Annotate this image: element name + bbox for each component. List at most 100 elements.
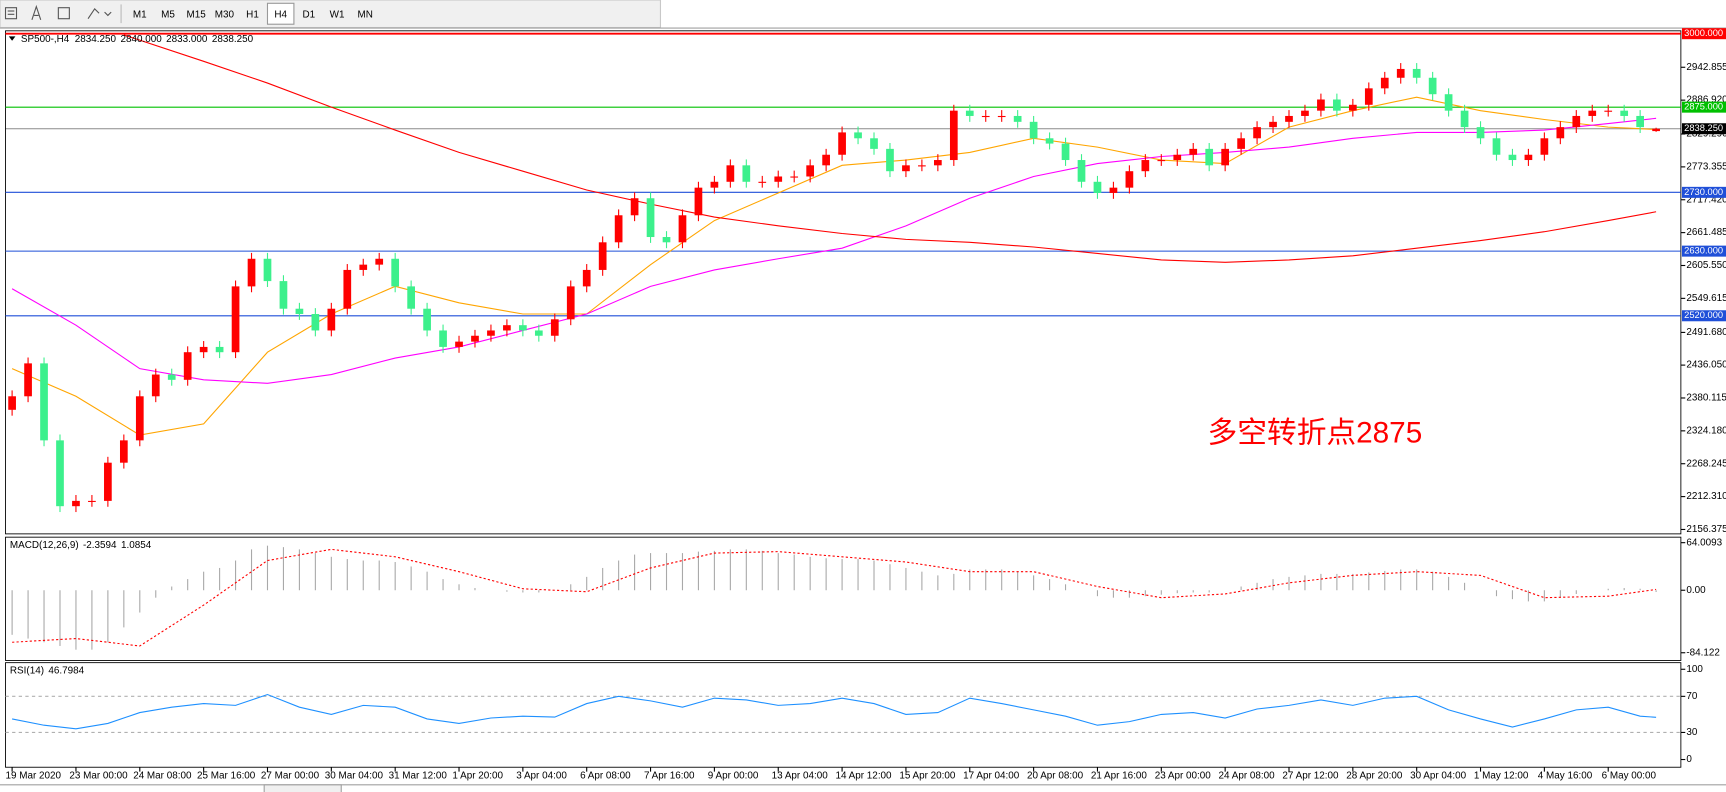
open-value: 2834.250	[75, 34, 117, 45]
level-label: 2730.000	[1684, 187, 1723, 197]
level-label-box	[1681, 310, 1726, 322]
y-tick-label: 2605.550	[1686, 260, 1726, 271]
y-tick-label: 2324.180	[1686, 425, 1726, 436]
timeframe-button[interactable]: D1	[303, 9, 316, 20]
candle-body	[630, 198, 639, 216]
y-tick-label: 2886.920	[1686, 95, 1726, 106]
icon-shapes[interactable]	[87, 7, 112, 20]
candle-body	[1061, 143, 1070, 161]
candle-body	[1492, 138, 1501, 155]
y-tick-label: 64.0093	[1686, 537, 1722, 548]
y-tick-label: 2156.375	[1686, 524, 1726, 535]
timeframe-button[interactable]: H1	[246, 9, 259, 20]
candle-body	[1045, 138, 1054, 144]
candle-body	[566, 286, 575, 320]
candle-body	[1428, 77, 1437, 95]
y-tick-label: 2380.115	[1686, 393, 1726, 404]
candle-body	[8, 396, 16, 410]
candle-body	[519, 325, 527, 331]
y-tick-label: 2661.485	[1686, 227, 1726, 238]
candle-body	[1141, 160, 1150, 172]
x-tick-label: 1 Apr 20:00	[452, 771, 503, 782]
timeframe-button[interactable]: M30	[215, 9, 235, 20]
candle-body	[72, 500, 80, 507]
rsi-label: RSI(14)	[10, 665, 44, 676]
price-chart: 2942.8552886.9202829.2902773.3552717.420…	[5, 28, 1726, 782]
candle-body	[902, 165, 910, 172]
candle-body	[1237, 138, 1245, 149]
y-tick-label: 0.00	[1686, 585, 1706, 596]
timeframe-button[interactable]: M5	[161, 9, 175, 20]
candle-body	[1173, 154, 1182, 161]
x-tick-label: 28 Apr 20:00	[1346, 771, 1403, 782]
candle-body	[806, 165, 815, 177]
level-label-box	[1681, 245, 1726, 257]
candle-body	[1636, 115, 1644, 128]
candle-body	[1157, 160, 1166, 162]
candle-body	[1380, 77, 1389, 89]
timeframe-button[interactable]: H4	[274, 9, 287, 20]
candle-body	[758, 181, 767, 183]
candle-body	[1077, 160, 1086, 182]
candle-body	[1460, 110, 1469, 128]
low-value: 2833.000	[166, 34, 208, 45]
toolbar-icons	[4, 4, 122, 24]
icon-label[interactable]	[57, 7, 70, 20]
candle-body	[1013, 115, 1022, 122]
candle-body	[1524, 154, 1533, 161]
icon-text[interactable]	[31, 4, 42, 20]
candle-body	[40, 363, 48, 441]
candle-body	[1572, 115, 1581, 128]
candle-body	[598, 242, 607, 270]
candle-body	[1221, 148, 1230, 166]
signal-line	[12, 548, 1657, 647]
rsi-chart: 100 70 30 0	[5, 664, 1703, 765]
tab[interactable]	[263, 784, 342, 792]
timeframe-button[interactable]: MN	[358, 9, 373, 20]
candle-body	[1205, 148, 1214, 166]
timeframe-button[interactable]: M15	[187, 9, 207, 20]
candle-body	[1269, 121, 1277, 128]
candle-body	[694, 187, 703, 216]
y-tick-label: 2942.855	[1686, 62, 1726, 73]
x-tick-label: 6 May 00:00	[1602, 771, 1657, 782]
candle-body	[1652, 128, 1660, 132]
candle-body	[997, 115, 1006, 118]
candle-body	[487, 330, 495, 336]
candle-body	[1396, 68, 1405, 78]
timeframe-active	[266, 2, 295, 25]
y-tick-label: 0	[1686, 754, 1692, 765]
candle-body	[183, 352, 192, 380]
timeframe-button[interactable]: W1	[330, 9, 345, 20]
rsi-value: 46.7984	[48, 665, 84, 676]
y-tick-label: -84.122	[1686, 647, 1720, 658]
candle-body	[56, 440, 64, 507]
x-tick-label: 25 Mar 16:00	[197, 771, 256, 782]
macd-header: MACD(12,26,9) -2.3594 1.0854	[10, 539, 152, 550]
candle-body	[1109, 187, 1118, 193]
candle-body	[1604, 110, 1613, 112]
y-tick-label: 2549.615	[1686, 293, 1726, 304]
candle-body	[710, 181, 719, 188]
candle-body	[327, 308, 336, 331]
close-value: 2838.250	[212, 34, 254, 45]
candle-body	[151, 374, 160, 397]
symbol: SP500-,H4	[21, 34, 70, 45]
candle-body	[1253, 127, 1261, 139]
x-tick-label: 17 Apr 04:00	[963, 771, 1020, 782]
candle-body	[662, 237, 671, 243]
timeframe-button[interactable]: M1	[133, 9, 147, 20]
icon-menu[interactable]	[4, 7, 18, 20]
y-tick-label: 2717.420	[1686, 194, 1726, 205]
y-tick-label: 2773.355	[1686, 161, 1726, 172]
y-tick-label: 2212.310	[1686, 491, 1726, 502]
candle-body	[503, 325, 511, 331]
x-tick-label: 23 Mar 00:00	[69, 771, 128, 782]
collapse-icon[interactable]	[8, 36, 16, 41]
x-tick-label: 24 Mar 08:00	[133, 771, 192, 782]
candle-body	[199, 346, 208, 353]
candle-body	[1620, 110, 1629, 116]
candle-body	[104, 462, 112, 501]
y-tick-label: 70	[1686, 691, 1698, 702]
